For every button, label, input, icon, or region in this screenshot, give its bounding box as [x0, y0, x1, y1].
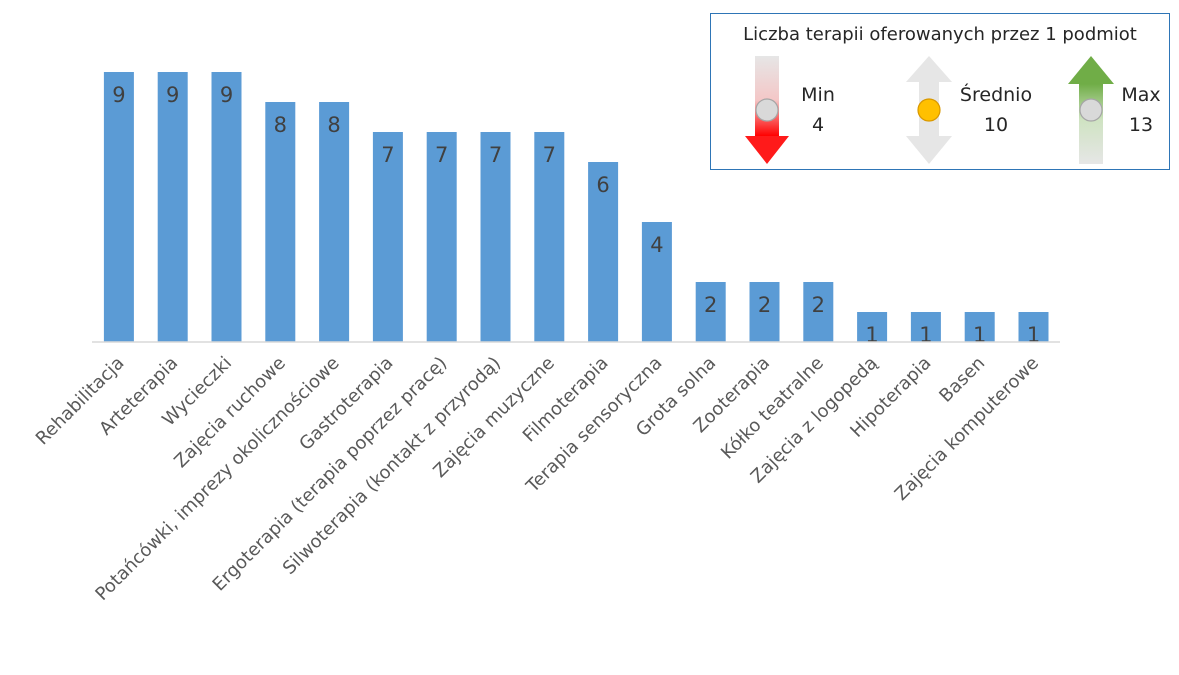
min-down-arrow-icon: [745, 56, 789, 164]
bar: [857, 312, 888, 342]
bar: [372, 132, 403, 342]
min-indicator-dot-icon: [755, 98, 779, 122]
bar: [695, 282, 726, 342]
bar: [1018, 312, 1049, 342]
bar: [588, 162, 619, 342]
min-value: 4: [811, 114, 825, 136]
bar: [103, 72, 134, 342]
bar-value-label: 1: [1027, 323, 1040, 347]
bar-value-label: 9: [112, 83, 125, 107]
bar-value-label: 7: [489, 143, 502, 167]
bar-value-label: 6: [596, 173, 609, 197]
avg-label: Średnio: [959, 84, 1033, 106]
bar-value-label: 7: [435, 143, 448, 167]
bar-value-label: 9: [220, 83, 233, 107]
min-label: Min: [801, 84, 835, 106]
legend-box: Liczba terapii oferowanych przez 1 podmi…: [710, 13, 1170, 170]
bar-value-label: 8: [327, 113, 340, 137]
bar-value-label: 1: [919, 323, 932, 347]
max-up-arrow-icon: [1068, 56, 1114, 164]
bar-value-label: 7: [381, 143, 394, 167]
legend-title: Liczba terapii oferowanych przez 1 podmi…: [743, 24, 1137, 45]
bar: [319, 102, 350, 342]
max-value: 13: [1128, 114, 1154, 136]
bar: [964, 312, 995, 342]
max-indicator-dot-icon: [1079, 98, 1103, 122]
bar-value-label: 1: [865, 323, 878, 347]
bar: [265, 102, 296, 342]
max-label: Max: [1121, 84, 1161, 106]
bar-value-label: 2: [704, 293, 717, 317]
category-label: Gastroterapia: [295, 353, 397, 455]
avg-value: 10: [983, 114, 1009, 136]
bar-value-label: 4: [650, 233, 663, 257]
bar-value-label: 9: [166, 83, 179, 107]
bar-value-label: 8: [274, 113, 287, 137]
bar: [480, 132, 511, 342]
bar: [211, 72, 242, 342]
bar-value-label: 2: [758, 293, 771, 317]
bar: [426, 132, 457, 342]
bar: [534, 132, 565, 342]
bar-value-label: 2: [812, 293, 825, 317]
bar: [910, 312, 941, 342]
bar-value-label: 1: [973, 323, 986, 347]
avg-indicator-dot-icon: [917, 98, 941, 122]
bar-value-label: 7: [543, 143, 556, 167]
bar: [749, 282, 780, 342]
bar: [641, 222, 672, 342]
bar: [157, 72, 188, 342]
bar: [803, 282, 834, 342]
